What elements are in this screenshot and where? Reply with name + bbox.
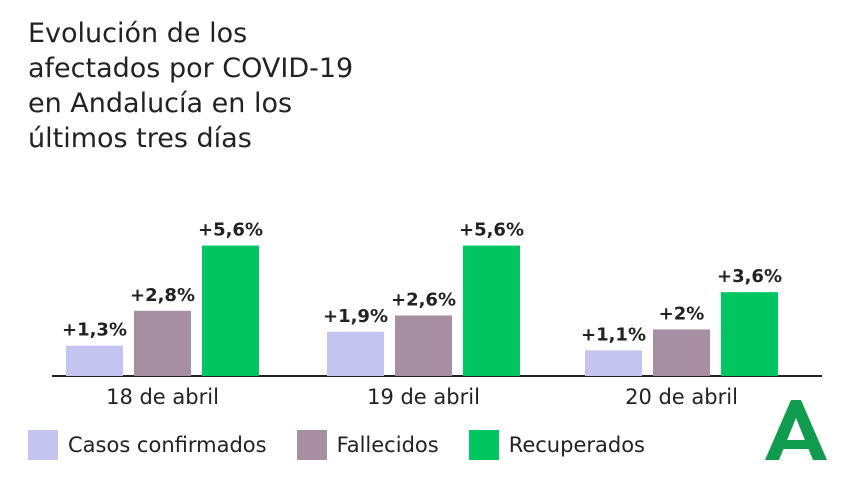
legend-swatch-fallecidos	[296, 430, 327, 460]
legend-item-recuperados: Recuperados	[468, 430, 645, 460]
data-label-casos-1: +1,3%	[62, 320, 127, 341]
legend-label-recuperados: Recuperados	[508, 433, 645, 457]
data-label-fallecidos-3: +2%	[659, 303, 705, 324]
bar-casos-2	[327, 331, 384, 376]
bar-fallecidos-3	[653, 329, 710, 376]
junta-andalucia-logo-icon	[765, 400, 827, 460]
data-label-recuperados-2: +5,6%	[459, 220, 524, 241]
legend-swatch-recuperados	[468, 430, 499, 460]
x-tick-label-3: 20 de abril	[625, 385, 738, 409]
data-label-casos-2: +1,9%	[323, 306, 388, 327]
x-tick-label-1: 18 de abril	[106, 385, 219, 409]
bar-casos-1	[66, 345, 123, 376]
bar-casos-3	[585, 350, 642, 376]
legend-item-fallecidos: Fallecidos	[296, 430, 439, 460]
data-label-fallecidos-1: +2,8%	[130, 285, 195, 306]
legend-label-fallecidos: Fallecidos	[336, 433, 439, 457]
data-label-recuperados-3: +3,6%	[717, 266, 782, 287]
data-label-fallecidos-2: +2,6%	[391, 289, 456, 310]
bar-chart: +1,3%+2,8% +5,6% 18 de abril +1,9%+2,6% +5,6…	[52, 220, 822, 409]
legend: Casos confirmados Fallecidos Recuperados	[28, 430, 675, 460]
x-tick-label-2: 19 de abril	[367, 385, 480, 409]
data-label-recuperados-1: +5,6%	[198, 220, 263, 241]
bar-recuperados-1	[202, 245, 259, 376]
legend-item-casos: Casos confirmados	[28, 430, 267, 460]
bar-fallecidos-1	[134, 310, 191, 376]
legend-swatch-casos	[28, 430, 58, 460]
bar-recuperados-3	[721, 292, 778, 376]
bar-recuperados-2	[463, 245, 520, 376]
bar-fallecidos-2	[395, 315, 452, 376]
legend-label-casos: Casos confirmados	[68, 433, 267, 457]
chart-title: Evolución de los afectados por COVID-19 …	[28, 18, 354, 154]
data-label-casos-3: +1,1%	[581, 324, 646, 345]
